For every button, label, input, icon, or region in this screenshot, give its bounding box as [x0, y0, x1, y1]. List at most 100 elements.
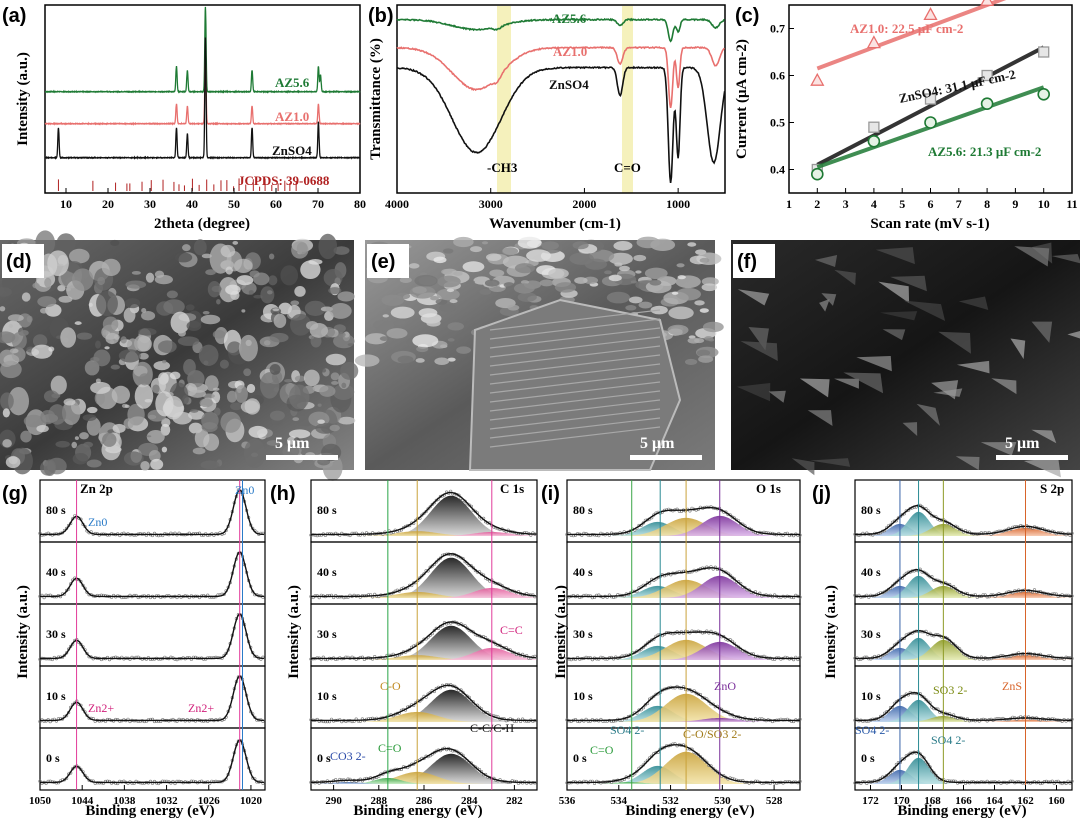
xps-data-point: [62, 653, 67, 658]
xps-time-label: 30 s: [46, 627, 66, 641]
xps-data-point: [430, 502, 434, 507]
sem-grain-d: [319, 385, 336, 397]
sem-grain-d: [82, 414, 97, 421]
sem-grain-d: [0, 349, 15, 368]
sem-grain-d: [246, 383, 256, 393]
xps-x-tick-label: 532: [662, 795, 679, 807]
panel-label-bg-f: [733, 244, 775, 278]
xps-data-point: [951, 642, 956, 646]
sem-grain-e: [677, 275, 686, 280]
sem-grain-d: [2, 439, 12, 448]
sem-grain-d: [50, 375, 67, 395]
sem-grain-e: [675, 287, 701, 301]
label-zn0-left: Zn0: [88, 515, 107, 529]
sem-grain-d: [188, 376, 194, 383]
sem-grain-d: [23, 414, 44, 428]
sem-grain-e: [520, 280, 530, 285]
xps-time-label: 10 s: [861, 689, 881, 703]
y-axis-label-h: Intensity (a.u.): [286, 585, 302, 679]
sem-grain-d: [8, 323, 13, 328]
sem-grain-d: [134, 383, 154, 409]
xrd-series-line: [44, 37, 361, 161]
sem-grain-d: [201, 253, 212, 259]
sem-grain-e: [628, 296, 643, 304]
xps-data-point: [739, 521, 743, 526]
sem-grain-e: [702, 321, 724, 333]
sem-flake-f: [791, 458, 815, 476]
xps-component-fill: [855, 757, 1072, 784]
title-g: Zn 2p: [80, 481, 113, 496]
sem-grain-e: [466, 280, 476, 285]
sem-grain-d: [83, 441, 94, 448]
sem-grain-d: [68, 248, 90, 264]
sem-flake-f: [819, 298, 830, 312]
series-label-az56: AZ5.6: [275, 75, 310, 90]
sem-grain-e: [382, 314, 389, 318]
sem-grain-e: [441, 268, 453, 275]
sem-grain-e: [507, 304, 520, 311]
label-o-so4: SO4 2-: [610, 723, 644, 737]
sem-grain-d: [44, 277, 52, 288]
sem-grain-d: [273, 313, 287, 329]
x-tick-label-c: 3: [843, 197, 849, 211]
sem-grain-d: [238, 334, 258, 362]
sem-grain-d: [227, 341, 242, 356]
sem-grain-d: [20, 430, 32, 443]
sem-grain-d: [19, 329, 29, 336]
sem-grain-d: [2, 408, 10, 418]
xps-component-fill: [311, 532, 537, 536]
y-tick-label-c: 0.4: [770, 163, 785, 177]
marker-square: [1038, 46, 1050, 58]
xps-data-point: [420, 639, 424, 644]
sem-grain-d: [124, 298, 141, 309]
sem-grain-d: [58, 295, 73, 303]
sem-grain-d: [79, 432, 89, 440]
sem-grain-d: [280, 265, 299, 286]
sem-grain-d: [63, 398, 76, 406]
sem-grain-d: [200, 314, 221, 325]
sem-grain-e: [684, 358, 698, 365]
sem-grain-d: [204, 375, 219, 392]
xrd-plot: [44, 6, 361, 191]
sem-flake-f: [916, 403, 940, 426]
sem-grain-d: [333, 246, 350, 255]
xps-data-point: [422, 572, 426, 576]
sem-grain-e: [636, 236, 660, 249]
panel-h-c1s: (h) C 1s 80 s 40 s 30 s 10 s 0 s 290 288 286 284…: [270, 479, 538, 819]
x-axis-label-g: Binding energy (eV): [85, 803, 214, 819]
sem-grain-d: [104, 346, 110, 350]
sem-grain-e: [435, 298, 448, 305]
sem-crystal-layer: [489, 372, 661, 394]
xps-data-point: [932, 771, 936, 775]
sem-grain-d: [291, 241, 309, 259]
scale-bar-f: [996, 455, 1068, 460]
panel-label-d: (d): [6, 251, 32, 273]
sem-grain-d: [193, 239, 207, 256]
sem-grain-d: [26, 315, 33, 323]
sem-grain-d: [233, 258, 253, 273]
sem-crystal-layer: [489, 399, 661, 421]
sem-grain-d: [94, 391, 105, 405]
panel-label-g: (g): [2, 483, 28, 505]
xps-component-fill: [855, 592, 1072, 598]
sem-grain-e: [698, 355, 714, 363]
sem-grain-e: [630, 280, 637, 284]
sem-grain-d: [294, 286, 306, 297]
sem-grain-d: [308, 258, 323, 265]
sem-grain-e: [470, 246, 483, 253]
sem-grain-d: [32, 334, 48, 348]
marker-circle: [867, 135, 881, 148]
sem-flake-f: [814, 254, 838, 267]
series-label-b-az56: AZ5.6: [552, 11, 587, 26]
xps-envelope: [855, 751, 1072, 784]
x-axis-label-a: 2theta (degree): [154, 216, 250, 232]
sem-grain-d: [0, 306, 6, 312]
xps-envelope: [567, 631, 800, 660]
sem-grain-e: [696, 349, 711, 357]
sem-grain-d: [56, 233, 76, 254]
scale-bar-d: [266, 455, 338, 460]
sem-grain-d: [110, 239, 120, 247]
sem-grain-d: [153, 360, 171, 371]
sem-grain-e: [399, 276, 412, 283]
sem-crystal-layer: [489, 390, 661, 412]
